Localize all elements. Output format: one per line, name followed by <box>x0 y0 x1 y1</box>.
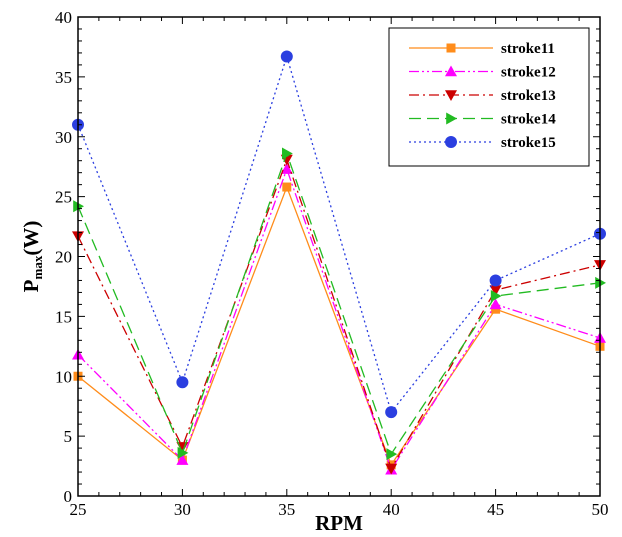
y-tick-label: 5 <box>64 427 73 446</box>
data-point <box>282 182 292 192</box>
data-point <box>385 406 398 419</box>
data-point <box>280 50 293 63</box>
y-tick-label: 20 <box>55 248 72 267</box>
y-tick-label: 25 <box>55 188 72 207</box>
data-point <box>489 298 502 310</box>
axis-layer: 25 30 35 40 45 50 0 5 10 15 20 25 30 35 40 <box>55 8 609 519</box>
legend: stroke11 stroke12 stroke13 stroke14 stroke15 <box>388 27 590 167</box>
legend-label: stroke11 <box>501 41 555 57</box>
legend-marker <box>446 43 456 53</box>
series-layer <box>72 50 606 475</box>
legend-box <box>388 27 590 167</box>
y-axis-title-subscript: max <box>30 255 45 279</box>
y-tick-label: 40 <box>55 8 72 27</box>
legend-item-stroke11: stroke11 <box>409 41 555 57</box>
series-line <box>77 151 601 456</box>
series-stroke12 <box>72 163 606 475</box>
data-point <box>489 274 502 287</box>
x-tick-label: 25 <box>70 500 87 519</box>
series-stroke14 <box>73 147 606 461</box>
legend-marker <box>445 90 457 101</box>
data-point <box>280 163 293 174</box>
legend-marker <box>445 136 457 148</box>
legend-label: stroke15 <box>501 135 556 151</box>
y-tick-label: 0 <box>64 487 73 506</box>
series-line <box>77 54 601 414</box>
legend-item-stroke13: stroke13 <box>409 88 556 104</box>
series-stroke15 <box>72 50 606 419</box>
data-point <box>177 446 189 459</box>
x-axis-title: RPM <box>315 511 363 535</box>
data-point <box>489 285 502 297</box>
data-point <box>176 376 189 389</box>
data-point <box>386 448 398 461</box>
y-tick-label: 30 <box>55 128 72 147</box>
data-point <box>176 454 189 465</box>
data-point <box>490 290 502 303</box>
legend-label: stroke12 <box>501 65 556 81</box>
legend-item-stroke15: stroke15 <box>409 135 556 151</box>
y-tick-label: 15 <box>55 307 72 326</box>
data-point <box>282 147 293 160</box>
y-tick-label: 10 <box>55 367 72 386</box>
legend-marker <box>446 112 457 125</box>
y-axis-title-main: P <box>19 279 43 292</box>
legend-item-stroke14: stroke14 <box>409 112 556 128</box>
legend-item-stroke12: stroke12 <box>409 65 556 81</box>
y-axis-title: Pmax(W) <box>19 221 45 293</box>
legend-marker <box>445 65 457 77</box>
y-axis-title-unit: (W) <box>19 221 43 256</box>
legend-label: stroke13 <box>501 88 556 104</box>
series-line <box>77 185 601 467</box>
x-tick-label: 30 <box>174 500 191 519</box>
x-tick-label: 40 <box>383 500 400 519</box>
series-line <box>77 167 601 472</box>
series-line <box>77 157 601 471</box>
y-tick-label: 35 <box>55 68 72 87</box>
x-tick-label: 50 <box>592 500 609 519</box>
x-tick-label: 45 <box>487 500 504 519</box>
data-point <box>385 463 398 475</box>
x-tick-label: 35 <box>278 500 295 519</box>
legend-label: stroke14 <box>501 112 556 128</box>
series-stroke11 <box>73 182 605 470</box>
